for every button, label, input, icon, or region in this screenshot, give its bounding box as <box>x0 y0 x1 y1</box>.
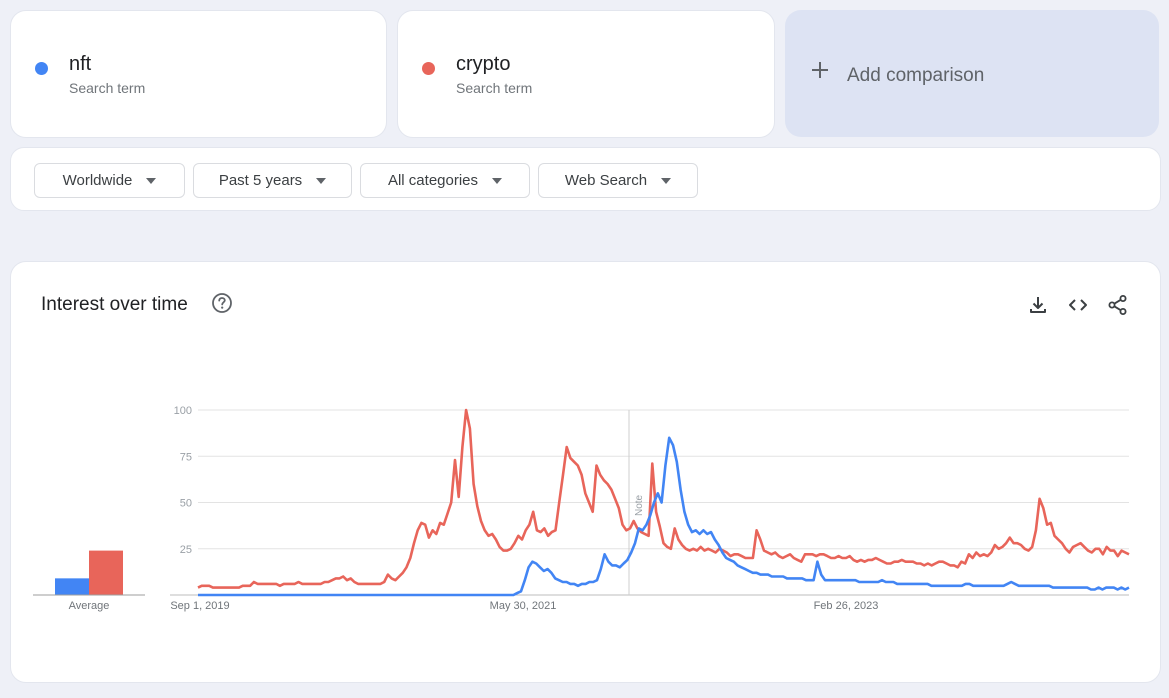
caret-down-icon <box>492 177 503 184</box>
chart-title: Interest over time <box>41 294 188 315</box>
add-comparison-label: Add comparison <box>847 65 985 86</box>
term-card-nft[interactable]: nft Search term <box>10 10 387 138</box>
add-comparison-button[interactable]: Add comparison <box>785 10 1159 137</box>
caret-down-icon <box>146 177 157 184</box>
search-type-filter-dropdown[interactable]: Web Search <box>538 163 698 198</box>
download-icon[interactable] <box>1027 294 1049 316</box>
term-type-label: Search term <box>456 80 533 96</box>
plus-icon <box>811 60 829 84</box>
term-name: crypto <box>456 53 511 75</box>
search-type-filter-label: Web Search <box>564 172 648 189</box>
caret-down-icon <box>316 177 327 184</box>
term-card-crypto[interactable]: crypto Search term <box>397 10 775 138</box>
term-type-label: Search term <box>69 80 146 96</box>
category-filter-label: All categories <box>387 172 479 189</box>
time-filter-label: Past 5 years <box>218 172 303 189</box>
region-filter-dropdown[interactable]: Worldwide <box>34 163 185 198</box>
embed-code-icon[interactable] <box>1067 294 1089 316</box>
share-icon[interactable] <box>1107 294 1129 316</box>
term-name: nft <box>69 53 92 75</box>
filters-bar: Worldwide Past 5 years All categories We… <box>10 147 1161 211</box>
crypto-color-dot <box>422 62 435 75</box>
category-filter-dropdown[interactable]: All categories <box>360 163 530 198</box>
nft-color-dot <box>35 62 48 75</box>
help-circle-icon[interactable] <box>211 292 233 314</box>
time-filter-dropdown[interactable]: Past 5 years <box>193 163 352 198</box>
interest-over-time-card: Interest over time <box>10 261 1161 683</box>
region-filter-label: Worldwide <box>62 172 133 189</box>
caret-down-icon <box>661 177 672 184</box>
